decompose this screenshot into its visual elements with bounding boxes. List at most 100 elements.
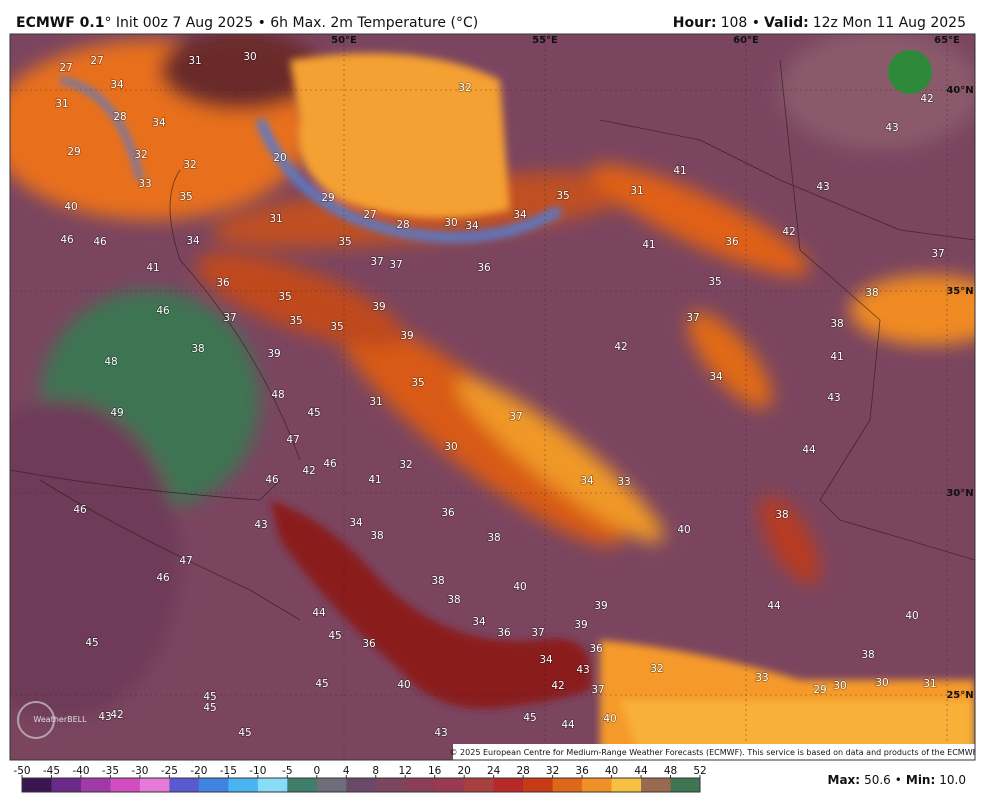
colorbar-segment — [464, 778, 495, 792]
temperature-label: 47 — [286, 434, 299, 446]
temperature-label: 40 — [905, 610, 918, 622]
colorbar-tick-label: 48 — [664, 765, 677, 777]
logo: WeatherBELL — [33, 715, 87, 724]
temperature-label: 34 — [513, 209, 527, 221]
colorbar-segment — [139, 778, 170, 792]
temperature-label: 28 — [113, 111, 126, 123]
temperature-label: 42 — [614, 341, 627, 353]
temperature-label: 43 — [816, 181, 829, 193]
temperature-label: 46 — [60, 234, 74, 246]
temperature-label: 39 — [372, 301, 385, 313]
temperature-label: 44 — [561, 719, 575, 731]
temperature-label: 38 — [487, 532, 500, 544]
colorbar-segment — [493, 778, 524, 792]
colorbar-segment — [22, 778, 52, 792]
max-label: Max: — [828, 773, 861, 787]
credit-box — [453, 744, 975, 760]
temperature-label: 46 — [156, 572, 170, 584]
temperature-label: 40 — [397, 679, 410, 691]
colorbar-tick-label: 52 — [693, 765, 706, 777]
colorbar-segment — [110, 778, 141, 792]
colorbar-segment — [316, 778, 347, 792]
longitude: 60°E — [733, 35, 759, 46]
temperature-label: 29 — [321, 192, 334, 204]
colorbar-segment — [641, 778, 672, 792]
credit: © 2025 European Centre for Medium-Range … — [450, 748, 979, 757]
colorbar-tick-label: 32 — [546, 765, 559, 777]
temperature-label: 36 — [216, 277, 230, 289]
temperature-label: 45 — [85, 637, 98, 649]
temperature-label: 45 — [523, 712, 536, 724]
temperature-label: 46 — [265, 474, 279, 486]
temperature-label: 35 — [556, 190, 569, 202]
temperature-label: 33 — [617, 476, 630, 488]
temperature-label: 46 — [156, 305, 170, 317]
colorbar-tick-label: -5 — [282, 765, 292, 777]
temperature-label: 44 — [312, 607, 326, 619]
temperature-label: 46 — [73, 504, 87, 516]
colorbar-tick-label: -20 — [190, 765, 207, 777]
latitude: 25°N — [946, 690, 973, 701]
temperature-label: 41 — [642, 239, 655, 251]
temperature-label: 34 — [580, 475, 594, 487]
hour-label: Hour: — [673, 15, 717, 31]
temperature-label: 40 — [677, 524, 690, 536]
temperature-label: 42 — [782, 226, 795, 238]
temperature-label: 31 — [630, 185, 643, 197]
temperature-label: 33 — [755, 672, 768, 684]
colorbar-tick-label: 40 — [605, 765, 618, 777]
temperature-label: 37 — [686, 312, 699, 324]
temperature-label: 36 — [497, 627, 511, 639]
temperature-label: 43 — [885, 122, 898, 134]
temperature-label: 38 — [370, 530, 383, 542]
temperature-label: 33 — [138, 178, 151, 190]
temperature-label: 40 — [603, 713, 616, 725]
map: 27 27 31 30 34 31 28 34 29 32 32 33 35 20 32 29 27 28 30 34… — [10, 34, 979, 760]
colorbar-segment — [51, 778, 82, 792]
temperature-label: 30 — [243, 51, 256, 63]
temperature-label: 36 — [477, 262, 491, 274]
temperature-label: 37 — [591, 684, 604, 696]
temperature-label: 34 — [349, 517, 363, 529]
temperature-label: 40 — [64, 201, 77, 213]
temperature-label: 45 — [328, 630, 341, 642]
temperature-label: 27 — [363, 209, 376, 221]
temperature-label: 38 — [861, 649, 874, 661]
latitude: 30°N — [946, 488, 973, 499]
temperature-label: 45 — [238, 727, 251, 739]
colorbar-segment — [523, 778, 554, 792]
colorbar-tick-label: 12 — [399, 765, 412, 777]
colorbar-segment — [198, 778, 229, 792]
temperature-label: 41 — [146, 262, 159, 274]
valid: 12z Mon 11 Aug 2025 — [813, 15, 966, 31]
temperature-label: 30 — [444, 217, 457, 229]
temperature-label: 42 — [302, 465, 315, 477]
colorbar-tick-label: 20 — [457, 765, 470, 777]
map-frame — [9, 33, 976, 761]
temperature-label: 35 — [338, 236, 351, 248]
colorbar-tick-label: -25 — [161, 765, 178, 777]
temperature-label: 38 — [191, 343, 204, 355]
temperature-label: 31 — [55, 98, 68, 110]
temperature-label: 43 — [434, 727, 447, 739]
temperature-label: 49 — [110, 407, 123, 419]
temperature-label: 45 — [203, 702, 216, 714]
temperature-label: 31 — [188, 55, 201, 67]
temperature-label: 40 — [513, 581, 526, 593]
temperature-label: 41 — [830, 351, 843, 363]
temperature-label: 31 — [269, 213, 282, 225]
temperature-label: 39 — [400, 330, 413, 342]
colorbar-tick-label: -50 — [13, 765, 30, 777]
colorbar-tick-label: -40 — [72, 765, 89, 777]
longitude: 65°E — [934, 35, 960, 46]
latitude: 40°N — [946, 85, 973, 96]
latitude: 35°N — [946, 286, 973, 297]
temperature-label: 47 — [179, 555, 192, 567]
colorbar-tick-label: 24 — [487, 765, 501, 777]
temperature-label: 32 — [183, 159, 196, 171]
temperature-label: 43 — [827, 392, 840, 404]
temperature-label: 27 — [90, 55, 103, 67]
temperature-label: 42 — [110, 709, 123, 721]
valid-label: Valid: — [764, 15, 809, 31]
